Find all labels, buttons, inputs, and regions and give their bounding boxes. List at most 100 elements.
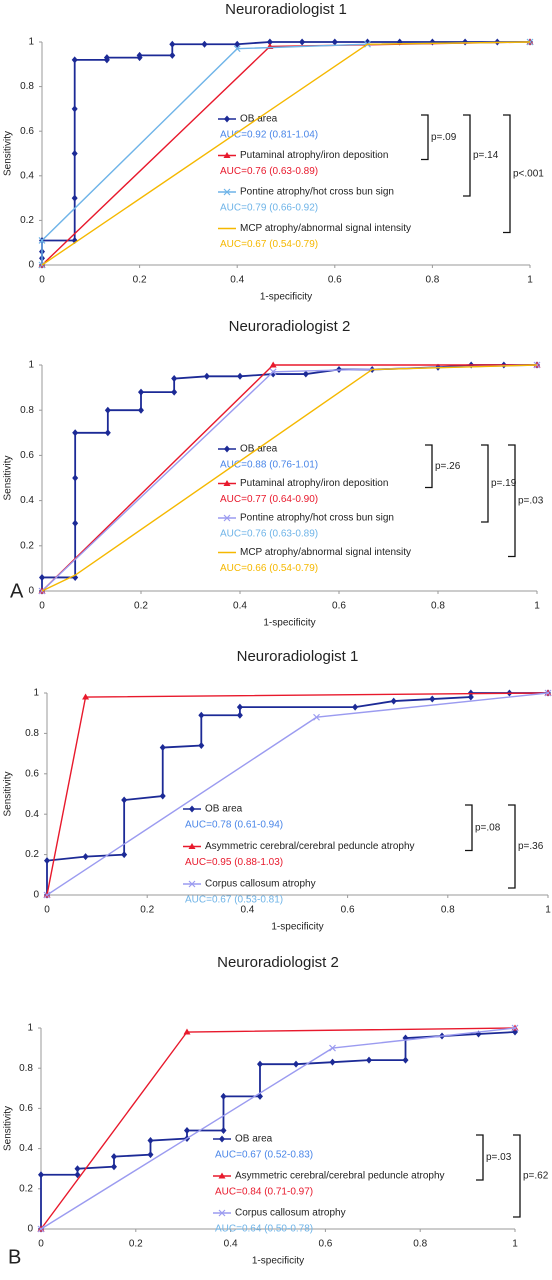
point-marker [544, 689, 552, 697]
point-marker [329, 1044, 336, 1052]
legend-marker [189, 805, 195, 813]
auc-label: AUC=0.92 (0.81-1.04) [220, 130, 318, 141]
roc-line [40, 1027, 516, 1230]
legend-marker [219, 1135, 225, 1143]
point-marker [220, 1092, 227, 1100]
auc-label: AUC=0.76 (0.63-0.89) [220, 529, 318, 540]
legend-label: OB area [240, 444, 278, 455]
bracket [425, 444, 433, 489]
point-marker [171, 375, 178, 383]
point-marker [237, 372, 243, 380]
panel-label: A [10, 580, 24, 602]
auc-label: AUC=0.66 (0.54-0.79) [220, 563, 318, 574]
roc-line [46, 692, 549, 896]
point-marker [44, 857, 50, 865]
point-marker [136, 51, 143, 59]
x-tick-label: 0.8 [431, 601, 445, 612]
point-marker [467, 693, 474, 701]
point-marker [171, 388, 178, 396]
roc-line [40, 1027, 516, 1230]
bracket [508, 444, 516, 558]
y-axis-title: Sensitivity [3, 131, 14, 176]
x-axis-title: 1-specificity [271, 922, 323, 933]
x-tick-label: 0.6 [328, 275, 342, 286]
y-tick-label: 0.2 [19, 1183, 33, 1194]
y-tick-label: 0.6 [25, 768, 39, 779]
x-tick-label: 1 [534, 601, 540, 612]
point-marker [147, 1151, 154, 1159]
x-tick-label: 0.8 [441, 905, 455, 916]
auc-label: AUC=0.77 (0.64-0.90) [220, 494, 318, 505]
x-tick-label: 0.6 [318, 1239, 332, 1250]
point-marker [104, 429, 111, 437]
p-value: p=.14 [473, 150, 499, 161]
y-axis-title: Sensitivity [3, 771, 14, 816]
roc-line [41, 364, 538, 592]
auc-label: AUC=0.67 (0.52-0.83) [215, 1150, 313, 1161]
p-value: p=.62 [523, 1171, 549, 1182]
legend-marker [223, 188, 231, 196]
point-marker [183, 1127, 190, 1135]
legend-marker [224, 115, 230, 123]
y-tick-label: 0.2 [20, 215, 34, 226]
point-marker [82, 693, 90, 700]
roc-line [46, 692, 548, 895]
x-tick-label: 0.6 [332, 601, 346, 612]
chart-title: Neuroradiologist 2 [229, 318, 351, 335]
point-marker [313, 713, 320, 721]
auc-label: AUC=0.78 (0.61-0.94) [185, 820, 283, 831]
legend-marker [188, 843, 196, 849]
point-marker [71, 194, 78, 202]
auc-label: AUC=0.95 (0.88-1.03) [185, 857, 283, 868]
y-tick-label: 0.6 [20, 126, 34, 137]
point-marker [402, 1056, 409, 1064]
auc-label: AUC=0.76 (0.63-0.89) [220, 166, 318, 177]
point-marker [203, 372, 210, 380]
p-value: p=.36 [518, 841, 544, 852]
point-marker [266, 38, 273, 46]
auc-label: AUC=0.67 (0.54-0.79) [220, 239, 318, 250]
point-marker [39, 573, 45, 581]
y-axis-title: Sensitivity [3, 455, 14, 500]
bracket [421, 114, 429, 161]
legend-label: Pontine atrophy/hot cross bun sign [240, 513, 394, 524]
x-tick-label: 0 [39, 275, 45, 286]
point-marker [198, 711, 205, 719]
bracket [465, 804, 473, 852]
y-tick-label: 0.4 [20, 495, 34, 506]
legend-label: OB area [235, 1134, 273, 1145]
legend-label: MCP atrophy/abnormal signal intensity [240, 223, 411, 234]
y-tick-label: 0 [28, 586, 34, 597]
point-marker [201, 40, 208, 48]
x-tick-label: 0.4 [224, 1239, 238, 1250]
legend-marker [223, 152, 231, 158]
point-marker [72, 519, 79, 527]
x-tick-label: 0.2 [134, 601, 148, 612]
bracket [513, 1134, 521, 1218]
x-tick-label: 0.2 [140, 905, 154, 916]
bracket [481, 444, 489, 523]
legend-label: Putaminal atrophy/iron deposition [240, 478, 388, 489]
y-tick-label: 0.6 [20, 450, 34, 461]
legend-label: Corpus callosum atrophy [205, 879, 316, 890]
x-tick-label: 0.2 [129, 1239, 143, 1250]
bracket [508, 804, 516, 889]
point-marker [72, 429, 79, 437]
y-tick-label: 0 [28, 260, 34, 271]
roc-line [41, 41, 531, 266]
chart-title: Neuroradiologist 2 [217, 954, 339, 971]
point-marker [71, 56, 78, 64]
legend-label: Pontine atrophy/hot cross bun sign [240, 187, 394, 198]
point-marker [302, 370, 309, 378]
y-tick-label: 1 [28, 360, 34, 371]
point-marker [220, 1127, 227, 1135]
auc-label: AUC=0.79 (0.66-0.92) [220, 203, 318, 214]
x-axis-title: 1-specificity [252, 1256, 304, 1267]
point-marker [74, 1171, 81, 1179]
point-marker [72, 474, 79, 482]
p-value: p=.03 [518, 495, 544, 506]
point-marker [366, 1056, 373, 1064]
point-marker [121, 796, 128, 804]
legend-label: Asymmetric cerebral/cerebral peduncle at… [205, 841, 415, 852]
